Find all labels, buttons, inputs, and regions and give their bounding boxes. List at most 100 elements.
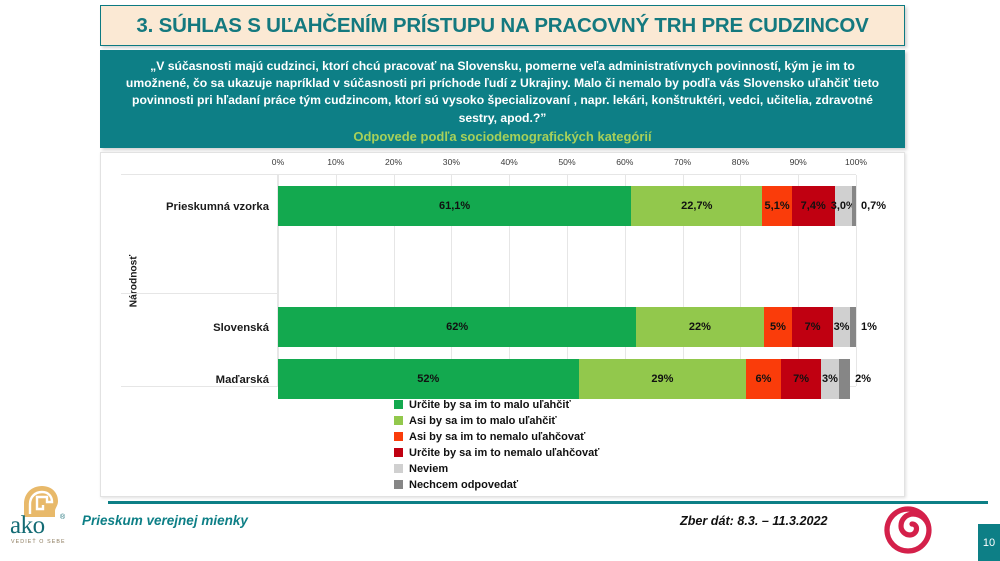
slide-title-banner: 3. SÚHLAS S UĽAHČENÍM PRÍSTUPU NA PRACOV… (100, 5, 905, 46)
bar-segment: 61,1% (278, 186, 632, 226)
x-axis-tick: 100% (845, 157, 867, 167)
footer-caption: Prieskum verejnej mienky (82, 513, 248, 528)
legend-label: Asi by sa im to nemalo uľahčovať (409, 430, 586, 443)
bar-segment-label: 7% (793, 372, 809, 385)
x-axis-tick: 90% (789, 157, 807, 167)
legend-item[interactable]: Určite by sa im to malo uľahčiť (394, 397, 571, 412)
spiral-icon (884, 506, 932, 554)
x-axis-ticks: 0% 10% 20% 30% 40% 50% 60% 70% 80% 90% 100% (272, 157, 867, 173)
legend-item[interactable]: Určite by sa im to nemalo uľahčovať (394, 445, 599, 460)
page-badge-notch (964, 524, 978, 538)
bar-segment: 0,7% (851, 186, 886, 226)
bar-segment-label: 3% (833, 320, 850, 333)
category-label: Slovenská (213, 322, 269, 334)
gridline (624, 175, 626, 386)
gridline (393, 175, 395, 386)
bar-segment: 29% (578, 359, 747, 399)
bar-segment-label: 62% (446, 320, 469, 333)
bar-segment-label: 1% (860, 320, 877, 333)
legend-label: Nechcem odpovedať (409, 478, 519, 491)
x-axis-tick: 40% (500, 157, 518, 167)
ako-logo: ako ® VEDIEŤ O SEBE (8, 484, 80, 550)
bar-row: 61,1% 22,7% 5,1% 7,4% 3,0% 0,7% (278, 186, 886, 226)
bar-row: 52% 29% 6% 7% 3% 2% (278, 359, 871, 399)
legend-swatch (394, 480, 403, 489)
bar-segment-label: 5,1% (764, 199, 790, 212)
bar-segment: 7,4% (791, 186, 835, 226)
legend-swatch (394, 432, 403, 441)
category-label: Maďarská (215, 374, 269, 386)
x-axis-tick: 80% (731, 157, 749, 167)
bar-segment-label: 61,1% (438, 199, 471, 212)
head-profile-icon (24, 486, 58, 517)
bar-segment-label: 2% (855, 372, 872, 385)
bar-segment: 7% (792, 307, 833, 347)
gridline (509, 175, 511, 386)
chart-panel: 0% 10% 20% 30% 40% 50% 60% 70% 80% 90% 100% Národn… (100, 152, 905, 497)
bar-segment-label: 6% (755, 372, 772, 385)
question-text: „V súčasnosti majú cudzinci, ktorí chcú … (125, 59, 880, 125)
legend-item[interactable]: Neviem (394, 461, 448, 476)
footer-date: Zber dát: 8.3. – 11.3.2022 (680, 514, 828, 528)
ako-wordmark: ako (10, 512, 45, 539)
x-axis-tick: 0% (271, 157, 285, 167)
page-number-badge: 10 (978, 524, 1000, 561)
legend-label: Určite by sa im to nemalo uľahčovať (409, 446, 600, 459)
chart-plot-area: 0% 10% 20% 30% 40% 50% 60% 70% 80% 90% 100% Národn… (101, 153, 906, 399)
category-group-separator (121, 293, 278, 294)
spiral-logo (884, 506, 932, 554)
bar-segment: 5% (763, 307, 793, 347)
question-box: „V súčasnosti majú cudzinci, ktorí chcú … (100, 50, 905, 148)
footer-divider (108, 501, 988, 504)
gridline (451, 175, 453, 386)
chart-legend: Určite by sa im to malo uľahčiť Asi by sa… (101, 397, 906, 492)
bar-segment-label: 3% (821, 372, 838, 385)
bar-segment: 3% (832, 307, 851, 347)
bar-segment: 1% (850, 307, 877, 347)
gridline (856, 175, 857, 386)
bar-segment-label: 22% (688, 320, 711, 333)
gridline (740, 175, 742, 386)
category-label: Prieskumná vzorka (166, 201, 269, 213)
legend-swatch (394, 464, 403, 473)
legend-swatch (394, 400, 403, 409)
gridline (567, 175, 568, 386)
bar-segment-label: 52% (417, 372, 440, 385)
bar-segment: 5,1% (762, 186, 792, 226)
x-axis-tick: 60% (616, 157, 634, 167)
x-axis-tick: 20% (384, 157, 403, 167)
legend-item[interactable]: Nechcem odpovedať (394, 477, 518, 492)
bar-segment-label: 22,7% (681, 199, 713, 212)
bar-segment: 62% (278, 307, 637, 347)
legend-item[interactable]: Asi by sa im to malo uľahčiť (394, 413, 557, 428)
bar-row: 62% 22% 5% 7% 3% 1% (278, 307, 877, 347)
legend-label: Určite by sa im to malo uľahčiť (409, 398, 571, 411)
y-axis-category-labels: Prieskumná vzorka Slovenská Maďarská (121, 174, 278, 387)
bar-segment-label: 3,0% (830, 199, 856, 212)
x-axis-tick: 50% (558, 157, 576, 167)
gridline (335, 175, 337, 386)
gridline (798, 175, 800, 386)
bar-segment-label: 0,7% (860, 199, 887, 212)
bar-segment: 22,7% (631, 186, 763, 226)
legend-swatch (394, 448, 403, 457)
bar-segment: 52% (278, 359, 579, 399)
gridline (278, 175, 279, 386)
ako-tagline: VEDIEŤ O SEBE (11, 539, 66, 545)
x-axis-tick: 10% (327, 157, 345, 167)
gridline (682, 175, 684, 386)
ako-registered-mark: ® (60, 514, 66, 521)
bar-segment: 3,0% (831, 186, 856, 226)
bar-segment-label: 7,4% (800, 199, 826, 212)
bar-segment-label: 29% (651, 372, 674, 385)
legend-label: Neviem (409, 462, 449, 475)
question-subtitle: Odpovede podľa sociodemografických kateg… (353, 128, 652, 144)
page-title: 3. SÚHLAS S UĽAHČENÍM PRÍSTUPU NA PRACOV… (136, 13, 869, 37)
legend-item[interactable]: Asi by sa im to nemalo uľahčovať (394, 429, 585, 444)
bar-segment-label: 5% (770, 320, 786, 333)
legend-swatch (394, 416, 403, 425)
legend-label: Asi by sa im to malo uľahčiť (409, 414, 557, 427)
x-axis-tick: 30% (442, 157, 460, 167)
bar-segment: 6% (746, 359, 781, 399)
x-axis-tick: 70% (673, 157, 692, 167)
